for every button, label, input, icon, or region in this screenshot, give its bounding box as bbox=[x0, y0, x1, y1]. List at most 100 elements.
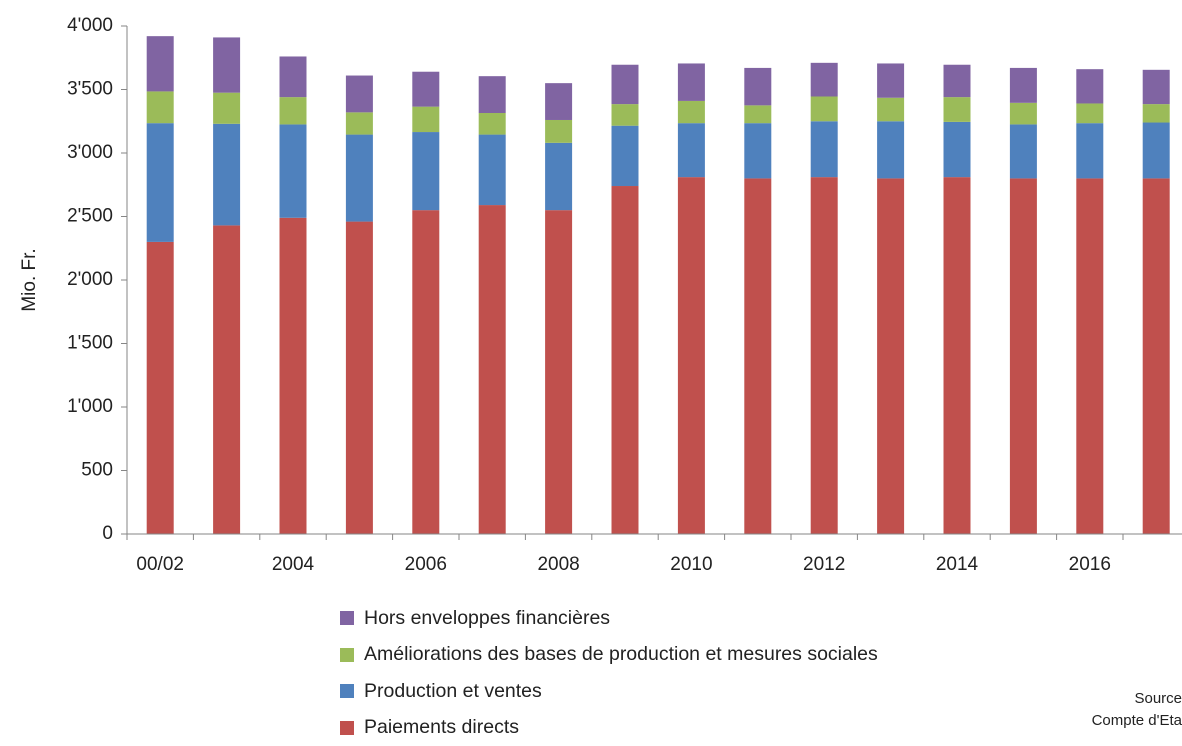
bar-segment-2016-s1 bbox=[1076, 123, 1103, 178]
bar-segment-2008-s2 bbox=[545, 120, 572, 143]
bar-segment-2004-s1 bbox=[280, 124, 307, 217]
y-tick-label: 2'500 bbox=[67, 206, 113, 227]
bar-segment-2012-s3 bbox=[811, 63, 838, 97]
bar-segment-2015-s1 bbox=[1010, 124, 1037, 178]
bar-segment-2015-s3 bbox=[1010, 68, 1037, 103]
x-tick-label: 2014 bbox=[936, 554, 979, 575]
legend-label: Production et ventes bbox=[364, 680, 542, 703]
bar-segment-2016-s2 bbox=[1076, 103, 1103, 123]
bar-segment-2012-s0 bbox=[811, 177, 838, 534]
y-tick-label: 500 bbox=[81, 460, 113, 481]
y-tick-label: 4'000 bbox=[67, 15, 113, 36]
bar-segment-2011-s0 bbox=[744, 178, 771, 534]
bar-segment-2011-s1 bbox=[744, 123, 771, 178]
bar-segment-2003-s1 bbox=[213, 124, 240, 226]
y-axis-title: Mio. Fr. bbox=[19, 248, 40, 311]
y-tick-label: 3'000 bbox=[67, 142, 113, 163]
x-ticks: 00/02 2004 2006 2008 2010 2012 2014 2016 bbox=[127, 534, 1182, 575]
bar-segment-2005-s3 bbox=[346, 76, 373, 113]
bar-segment-2014-s2 bbox=[944, 97, 971, 122]
bar-segment-2005-s2 bbox=[346, 112, 373, 134]
legend-swatch bbox=[340, 648, 354, 662]
bar-segment-2014-s0 bbox=[944, 177, 971, 534]
bar-segment-2006-s1 bbox=[412, 132, 439, 210]
legend-item: Améliorations des bases de production et… bbox=[340, 637, 878, 674]
legend-item: Paiements directs bbox=[340, 710, 878, 746]
y-tick-label: 1'500 bbox=[67, 333, 113, 354]
bar-segment-2016-s0 bbox=[1076, 178, 1103, 534]
bar-segment-2015-s2 bbox=[1010, 103, 1037, 125]
x-tick-label: 00/02 bbox=[136, 554, 184, 575]
bar-segment-2017-s0 bbox=[1143, 178, 1170, 534]
bar-segment-2003-s3 bbox=[213, 37, 240, 92]
bar-segment-2003-s2 bbox=[213, 93, 240, 124]
bar-segment-2007-s2 bbox=[479, 113, 506, 135]
legend-item: Production et ventes bbox=[340, 673, 878, 710]
bar-segment-2008-s3 bbox=[545, 83, 572, 120]
legend-swatch bbox=[340, 721, 354, 735]
bar-segment-2014-s1 bbox=[944, 122, 971, 177]
bar-segment-2004-s0 bbox=[280, 218, 307, 534]
legend-label: Hors enveloppes financières bbox=[364, 607, 610, 630]
bar-segment-2010-s2 bbox=[678, 101, 705, 123]
source-label: Source bbox=[1064, 688, 1182, 710]
bar-segment-2010-s1 bbox=[678, 123, 705, 177]
legend-swatch bbox=[340, 611, 354, 625]
bar-segment-00-02-s2 bbox=[147, 91, 174, 123]
bar-segment-2007-s3 bbox=[479, 76, 506, 113]
legend-swatch bbox=[340, 684, 354, 698]
bars-layer bbox=[147, 36, 1170, 534]
bar-segment-2004-s2 bbox=[280, 97, 307, 124]
bar-segment-2011-s3 bbox=[744, 68, 771, 105]
bar-segment-2014-s3 bbox=[944, 65, 971, 97]
bar-segment-2009-s3 bbox=[612, 65, 639, 104]
legend-label: Améliorations des bases de production et… bbox=[364, 643, 878, 666]
bar-segment-2010-s3 bbox=[678, 63, 705, 100]
bar-segment-2008-s0 bbox=[545, 210, 572, 534]
bar-segment-2006-s2 bbox=[412, 107, 439, 132]
bar-segment-2009-s2 bbox=[612, 104, 639, 126]
bar-segment-2017-s3 bbox=[1143, 70, 1170, 104]
source-note: Source Compte d'Eta bbox=[1064, 688, 1182, 732]
bar-segment-2007-s0 bbox=[479, 205, 506, 534]
bar-segment-2017-s2 bbox=[1143, 104, 1170, 122]
bar-segment-2006-s0 bbox=[412, 210, 439, 534]
x-tick-label: 2006 bbox=[405, 554, 447, 575]
bar-segment-00-02-s1 bbox=[147, 123, 174, 242]
bar-segment-2010-s0 bbox=[678, 177, 705, 534]
bar-segment-00-02-s3 bbox=[147, 36, 174, 91]
bar-segment-2017-s1 bbox=[1143, 123, 1170, 179]
legend-label: Paiements directs bbox=[364, 716, 519, 739]
bar-segment-2012-s1 bbox=[811, 121, 838, 177]
x-tick-label: 2010 bbox=[670, 554, 712, 575]
x-tick-label: 2012 bbox=[803, 554, 845, 575]
y-tick-label: 1'000 bbox=[67, 396, 113, 417]
bar-segment-2006-s3 bbox=[412, 72, 439, 107]
stacked-bar-chart: 05001'0001'5002'0002'5003'0003'5004'000 … bbox=[0, 0, 1182, 600]
bar-segment-2009-s0 bbox=[612, 186, 639, 534]
y-tick-label: 2'000 bbox=[67, 269, 113, 290]
bar-segment-2007-s1 bbox=[479, 135, 506, 205]
bar-segment-2013-s3 bbox=[877, 63, 904, 97]
bar-segment-2013-s0 bbox=[877, 178, 904, 534]
bar-segment-2004-s3 bbox=[280, 56, 307, 97]
x-tick-label: 2016 bbox=[1069, 554, 1111, 575]
bar-segment-2005-s0 bbox=[346, 222, 373, 534]
y-ticks: 0 500 1'000 1'500 2'000 2'500 3'000 3'500 4'000 bbox=[67, 15, 127, 544]
bar-segment-2013-s1 bbox=[877, 121, 904, 178]
bar-segment-2008-s1 bbox=[545, 143, 572, 210]
x-tick-label: 2004 bbox=[272, 554, 315, 575]
legend-item: Hors enveloppes financières bbox=[340, 600, 878, 637]
bar-segment-2012-s2 bbox=[811, 96, 838, 121]
bar-segment-2003-s0 bbox=[213, 225, 240, 534]
y-tick-label: 3'500 bbox=[67, 79, 113, 100]
bar-segment-2005-s1 bbox=[346, 135, 373, 222]
legend: Hors enveloppes financières Améliorations… bbox=[340, 600, 878, 746]
y-tick-label: 0 bbox=[102, 523, 113, 544]
bar-segment-2009-s1 bbox=[612, 126, 639, 186]
bar-segment-00-02-s0 bbox=[147, 242, 174, 534]
x-tick-label: 2008 bbox=[537, 554, 579, 575]
bar-segment-2013-s2 bbox=[877, 98, 904, 122]
bar-segment-2015-s0 bbox=[1010, 178, 1037, 534]
bar-segment-2016-s3 bbox=[1076, 69, 1103, 103]
